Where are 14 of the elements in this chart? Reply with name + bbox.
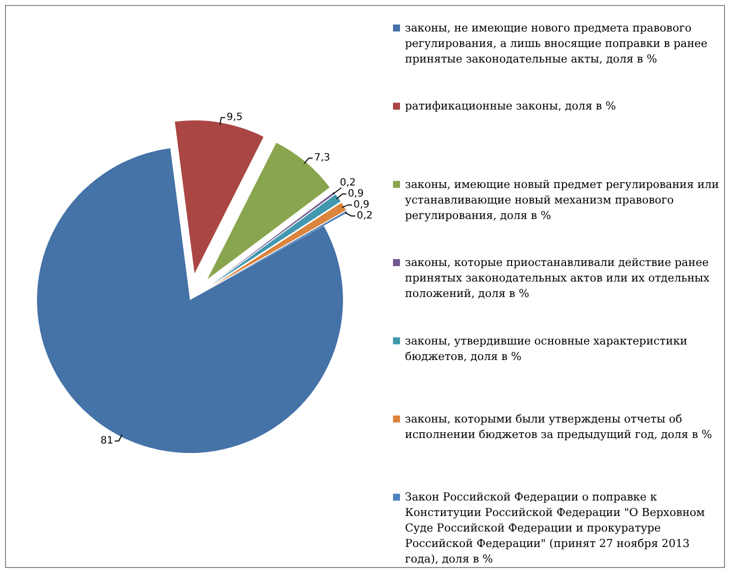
legend-label: законы, утвердившие основные характеристики бюджетов, доля в %	[405, 334, 688, 363]
data-label: 9,5	[226, 112, 243, 124]
legend-label: законы, не имеющие нового предмета правового регулирования, а лишь вносящие поправки в ранее принятые законодательные акты, доля в %	[405, 22, 708, 66]
data-label: 0,9	[348, 188, 364, 200]
legend-label: законы, имеющие новый предмет регулирования или устанавливающие новый механизм правового регулирования, доля в %	[405, 178, 719, 222]
legend-label: законы, которые приостанавливали действие ранее принятых законодательных актов или их отдельных положений, доля в %	[405, 256, 710, 300]
legend-label: ратификационные законы, доля в %	[405, 100, 616, 113]
data-label: 0,2	[340, 177, 356, 188]
data-label: 0,9	[354, 199, 370, 210]
data-label: 81	[100, 436, 114, 447]
data-label: 0,2	[356, 210, 373, 222]
legend-label: законы, которыми были утверждены отчеты об исполнении бюджетов за предыдущий год, доля в %	[405, 412, 712, 441]
legend-label: Закон Российской Федерации о поправке к Конституции Российской Федерации "О Верховном Суде Российской Федерации и прокуратуре Российской Федерации" (принят 27 ноября 2013 года), доля в %	[405, 490, 706, 566]
data-label: 7,3	[314, 152, 330, 164]
